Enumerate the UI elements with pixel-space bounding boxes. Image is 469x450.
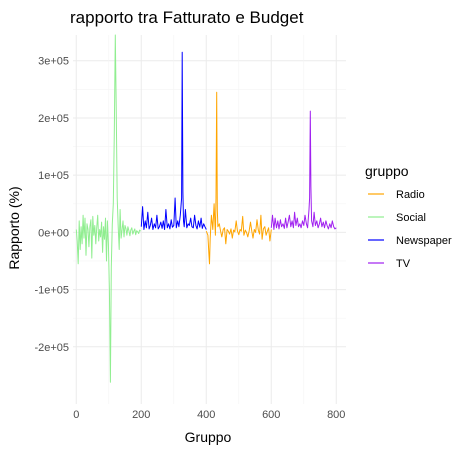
- x-tick-label: 600: [262, 409, 280, 421]
- y-tick-label: 0e+00: [38, 227, 69, 239]
- legend-label-radio: Radio: [396, 189, 425, 201]
- y-tick-label: -1e+05: [34, 285, 69, 297]
- x-tick-label: 400: [197, 409, 215, 421]
- legend-label-social: Social: [396, 212, 426, 224]
- series-layer: [75, 34, 337, 383]
- x-tick-label: 200: [132, 409, 150, 421]
- chart-title: rapporto tra Fatturato e Budget: [70, 8, 304, 27]
- legend: gruppo Radio Social Newspaper TV: [365, 163, 452, 270]
- y-axis-title: Rapporto (%): [6, 186, 22, 269]
- series-line-newspaper: [140, 51, 207, 230]
- y-tick-label: 2e+05: [38, 113, 69, 125]
- x-tick-label: 800: [327, 409, 345, 421]
- y-tick-label: 1e+05: [38, 170, 69, 182]
- series-line-tv: [270, 110, 337, 230]
- x-axis-title: Gruppo: [185, 429, 232, 445]
- y-axis-ticks: -2e+05 -1e+05 0e+00 1e+05 2e+05 3e+05: [34, 56, 69, 354]
- x-tick-label: 0: [73, 409, 79, 421]
- series-line-radio: [205, 91, 272, 265]
- x-axis-ticks: 0 200 400 600 800: [73, 409, 345, 421]
- legend-title: gruppo: [365, 163, 409, 179]
- grid: [73, 35, 346, 404]
- legend-label-tv: TV: [396, 258, 411, 270]
- y-tick-label: -2e+05: [34, 342, 69, 354]
- legend-label-newspaper: Newspaper: [396, 235, 452, 247]
- series-line-social: [75, 34, 141, 383]
- y-tick-label: 3e+05: [38, 56, 69, 68]
